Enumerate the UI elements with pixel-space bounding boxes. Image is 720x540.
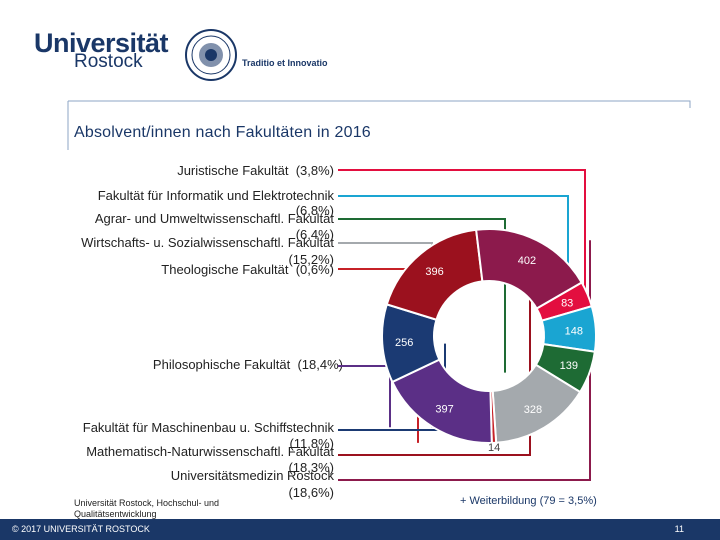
label-philosophie: Philosophische Fakultät (18,4%) — [153, 357, 343, 372]
slice-value-label: 397 — [435, 403, 453, 415]
label-medizin: Universitätsmedizin Rostock — [170, 468, 334, 483]
label-pct: (3,8%) — [295, 163, 334, 178]
slice-value-label: 328 — [524, 404, 542, 416]
label-text: Theologische Fakultät — [161, 262, 289, 277]
leader-line — [338, 253, 531, 456]
label-agrar: Agrar- und Umweltwissenschaftl. Fakultät — [94, 211, 334, 226]
label-maschinenbau: Fakultät für Maschinenbau u. Schiffstech… — [82, 420, 334, 435]
label-mathnat-pct: (18,3%) — [288, 460, 334, 475]
label-informatik: Fakultät für Informatik und Elektrotechn… — [97, 188, 334, 203]
leader-line — [338, 169, 586, 295]
footer-copyright: © 2017 UNIVERSITÄT ROSTOCK — [12, 524, 150, 534]
chart-title: Absolvent/innen nach Fakultäten in 2016 — [74, 124, 371, 141]
slice-value-label: 83 — [561, 298, 573, 310]
slice-value-label: 402 — [518, 255, 536, 267]
label-agrar-pct: (6,4%) — [295, 227, 334, 242]
logo-line1: Universität — [34, 28, 169, 58]
donut-slice — [475, 228, 584, 310]
label-pct: (0,6%) — [295, 262, 334, 277]
label-theologie: Theologische Fakultät (0,6%) — [161, 262, 334, 277]
leader-line — [338, 365, 391, 428]
label-pct: (18,4%) — [297, 357, 343, 372]
label-juristische: Juristische Fakultät (3,8%) — [177, 163, 334, 178]
university-logo: Universität Rostock Traditio et Innovati… — [34, 28, 328, 81]
slice-value-label: 14 — [488, 442, 500, 454]
leader-line — [338, 218, 506, 373]
slice-value-label: 139 — [560, 360, 578, 372]
label-mathnat: Mathematisch-Naturwissenschaftl. Fakultä… — [86, 444, 334, 459]
label-informatik-pct: (6,8%) — [295, 203, 334, 218]
logo-line2: Rostock — [74, 51, 143, 72]
label-maschinenbau-pct: (11,8%) — [289, 436, 334, 451]
label-medizin-pct: (18,6%) — [288, 485, 334, 500]
label-text: Juristische Fakultät — [177, 163, 289, 178]
label-wirtschaft-pct: (15,2%) — [288, 252, 334, 267]
label-text: Philosophische Fakultät — [152, 357, 291, 372]
slice-value-label: 256 — [395, 337, 413, 349]
slice-value-label: 396 — [425, 266, 443, 278]
weiterbildung-note: + Weiterbildung (79 = 3,5%) — [460, 495, 597, 507]
footer-page-number: 11 — [674, 524, 684, 534]
label-wirtschaft: Wirtschafts- u. Sozialwissenschaftl. Fak… — [81, 235, 334, 250]
university-seal-icon — [185, 29, 237, 81]
slice-value-label: 148 — [565, 325, 583, 337]
logo-motto: Traditio et Innovatio — [242, 58, 328, 68]
source-note: Universität Rostock, Hochschul- und Qual… — [74, 498, 220, 519]
footer-bar — [0, 519, 720, 540]
